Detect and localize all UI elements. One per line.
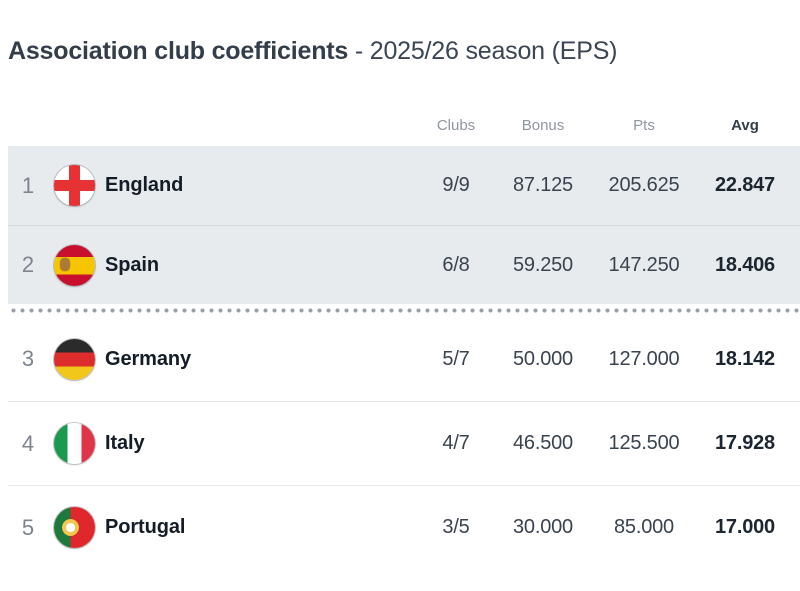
pts-value: 85.000 bbox=[614, 516, 674, 538]
country-name: Germany bbox=[105, 347, 192, 370]
avg-value: 18.406 bbox=[715, 253, 775, 276]
column-header-clubs: Clubs bbox=[436, 117, 476, 134]
flag-emblem bbox=[62, 518, 80, 536]
flag-cell bbox=[48, 244, 100, 286]
clubs-value: 5/7 bbox=[442, 347, 470, 370]
pts-value: 127.000 bbox=[608, 347, 680, 370]
bonus-value: 46.500 bbox=[513, 432, 573, 454]
table-row-england[interactable]: 1 England 9/9 87.125 205.625 22.847 bbox=[8, 146, 800, 225]
flag-emblem-inner bbox=[66, 523, 75, 532]
rank-cell: 5 bbox=[21, 514, 35, 540]
table-row-spain[interactable]: 2 Spain 6/8 59.250 147.250 18.406 bbox=[8, 225, 800, 304]
flag-cell bbox=[48, 165, 100, 206]
pts-value: 125.500 bbox=[608, 432, 680, 454]
pts-value: 205.625 bbox=[608, 174, 680, 196]
rank-cell: 1 bbox=[21, 172, 35, 198]
association-coefficients-page: Association club coefficients - 2025/26 … bbox=[0, 36, 800, 591]
table-row-germany[interactable]: 3 Germany 5/7 50.000 127.000 18.142 bbox=[8, 317, 800, 401]
clubs-value: 6/8 bbox=[442, 253, 470, 276]
table-row-portugal[interactable]: 5 Portugal 3/5 30.000 85.000 17.000 bbox=[8, 485, 800, 569]
column-header-bonus: Bonus bbox=[521, 117, 565, 134]
spain-flag-icon bbox=[53, 244, 95, 286]
flag-cell bbox=[48, 338, 100, 380]
country-name: Spain bbox=[105, 253, 159, 276]
italy-flag-icon bbox=[53, 423, 95, 464]
avg-value: 17.000 bbox=[715, 516, 775, 538]
avg-value: 17.928 bbox=[715, 432, 775, 454]
bonus-value: 50.000 bbox=[513, 347, 573, 370]
pts-value: 147.250 bbox=[608, 253, 680, 276]
table-header-row: Clubs Bonus Pts Avg bbox=[8, 67, 800, 146]
qualification-zone-divider bbox=[8, 304, 800, 317]
qualification-zone: 1 England 9/9 87.125 205.625 22.847 2 Sp… bbox=[8, 146, 800, 304]
bonus-value: 87.125 bbox=[513, 174, 573, 196]
flag-emblem bbox=[60, 258, 71, 272]
portugal-flag-icon bbox=[53, 507, 95, 548]
rank-cell: 4 bbox=[21, 430, 35, 456]
page-title: Association club coefficients - 2025/26 … bbox=[8, 36, 800, 67]
flag-cell bbox=[48, 423, 100, 464]
country-name: Italy bbox=[105, 432, 145, 454]
rank-cell: 2 bbox=[21, 252, 35, 277]
country-name: Portugal bbox=[105, 516, 186, 538]
page-title-suffix: - 2025/26 season (EPS) bbox=[354, 37, 618, 65]
clubs-value: 4/7 bbox=[442, 432, 470, 454]
avg-value: 18.142 bbox=[715, 347, 775, 370]
table-body: 3 Germany 5/7 50.000 127.000 18.142 4 It… bbox=[8, 317, 800, 569]
page-title-main: Association club coefficients bbox=[8, 37, 349, 65]
flag-cell bbox=[48, 507, 100, 548]
germany-flag-icon bbox=[53, 338, 95, 380]
bonus-value: 30.000 bbox=[513, 516, 573, 538]
avg-value: 22.847 bbox=[715, 174, 775, 196]
column-header-pts: Pts bbox=[633, 117, 655, 134]
clubs-value: 3/5 bbox=[442, 516, 470, 538]
coefficients-table: Clubs Bonus Pts Avg 1 England 9/9 87.125… bbox=[0, 67, 800, 569]
country-name: England bbox=[105, 174, 184, 196]
england-flag-icon bbox=[53, 165, 95, 206]
bonus-value: 59.250 bbox=[513, 253, 573, 276]
column-header-avg: Avg bbox=[731, 117, 759, 134]
clubs-value: 9/9 bbox=[442, 174, 470, 196]
table-row-italy[interactable]: 4 Italy 4/7 46.500 125.500 17.928 bbox=[8, 401, 800, 485]
rank-cell: 3 bbox=[21, 346, 35, 371]
